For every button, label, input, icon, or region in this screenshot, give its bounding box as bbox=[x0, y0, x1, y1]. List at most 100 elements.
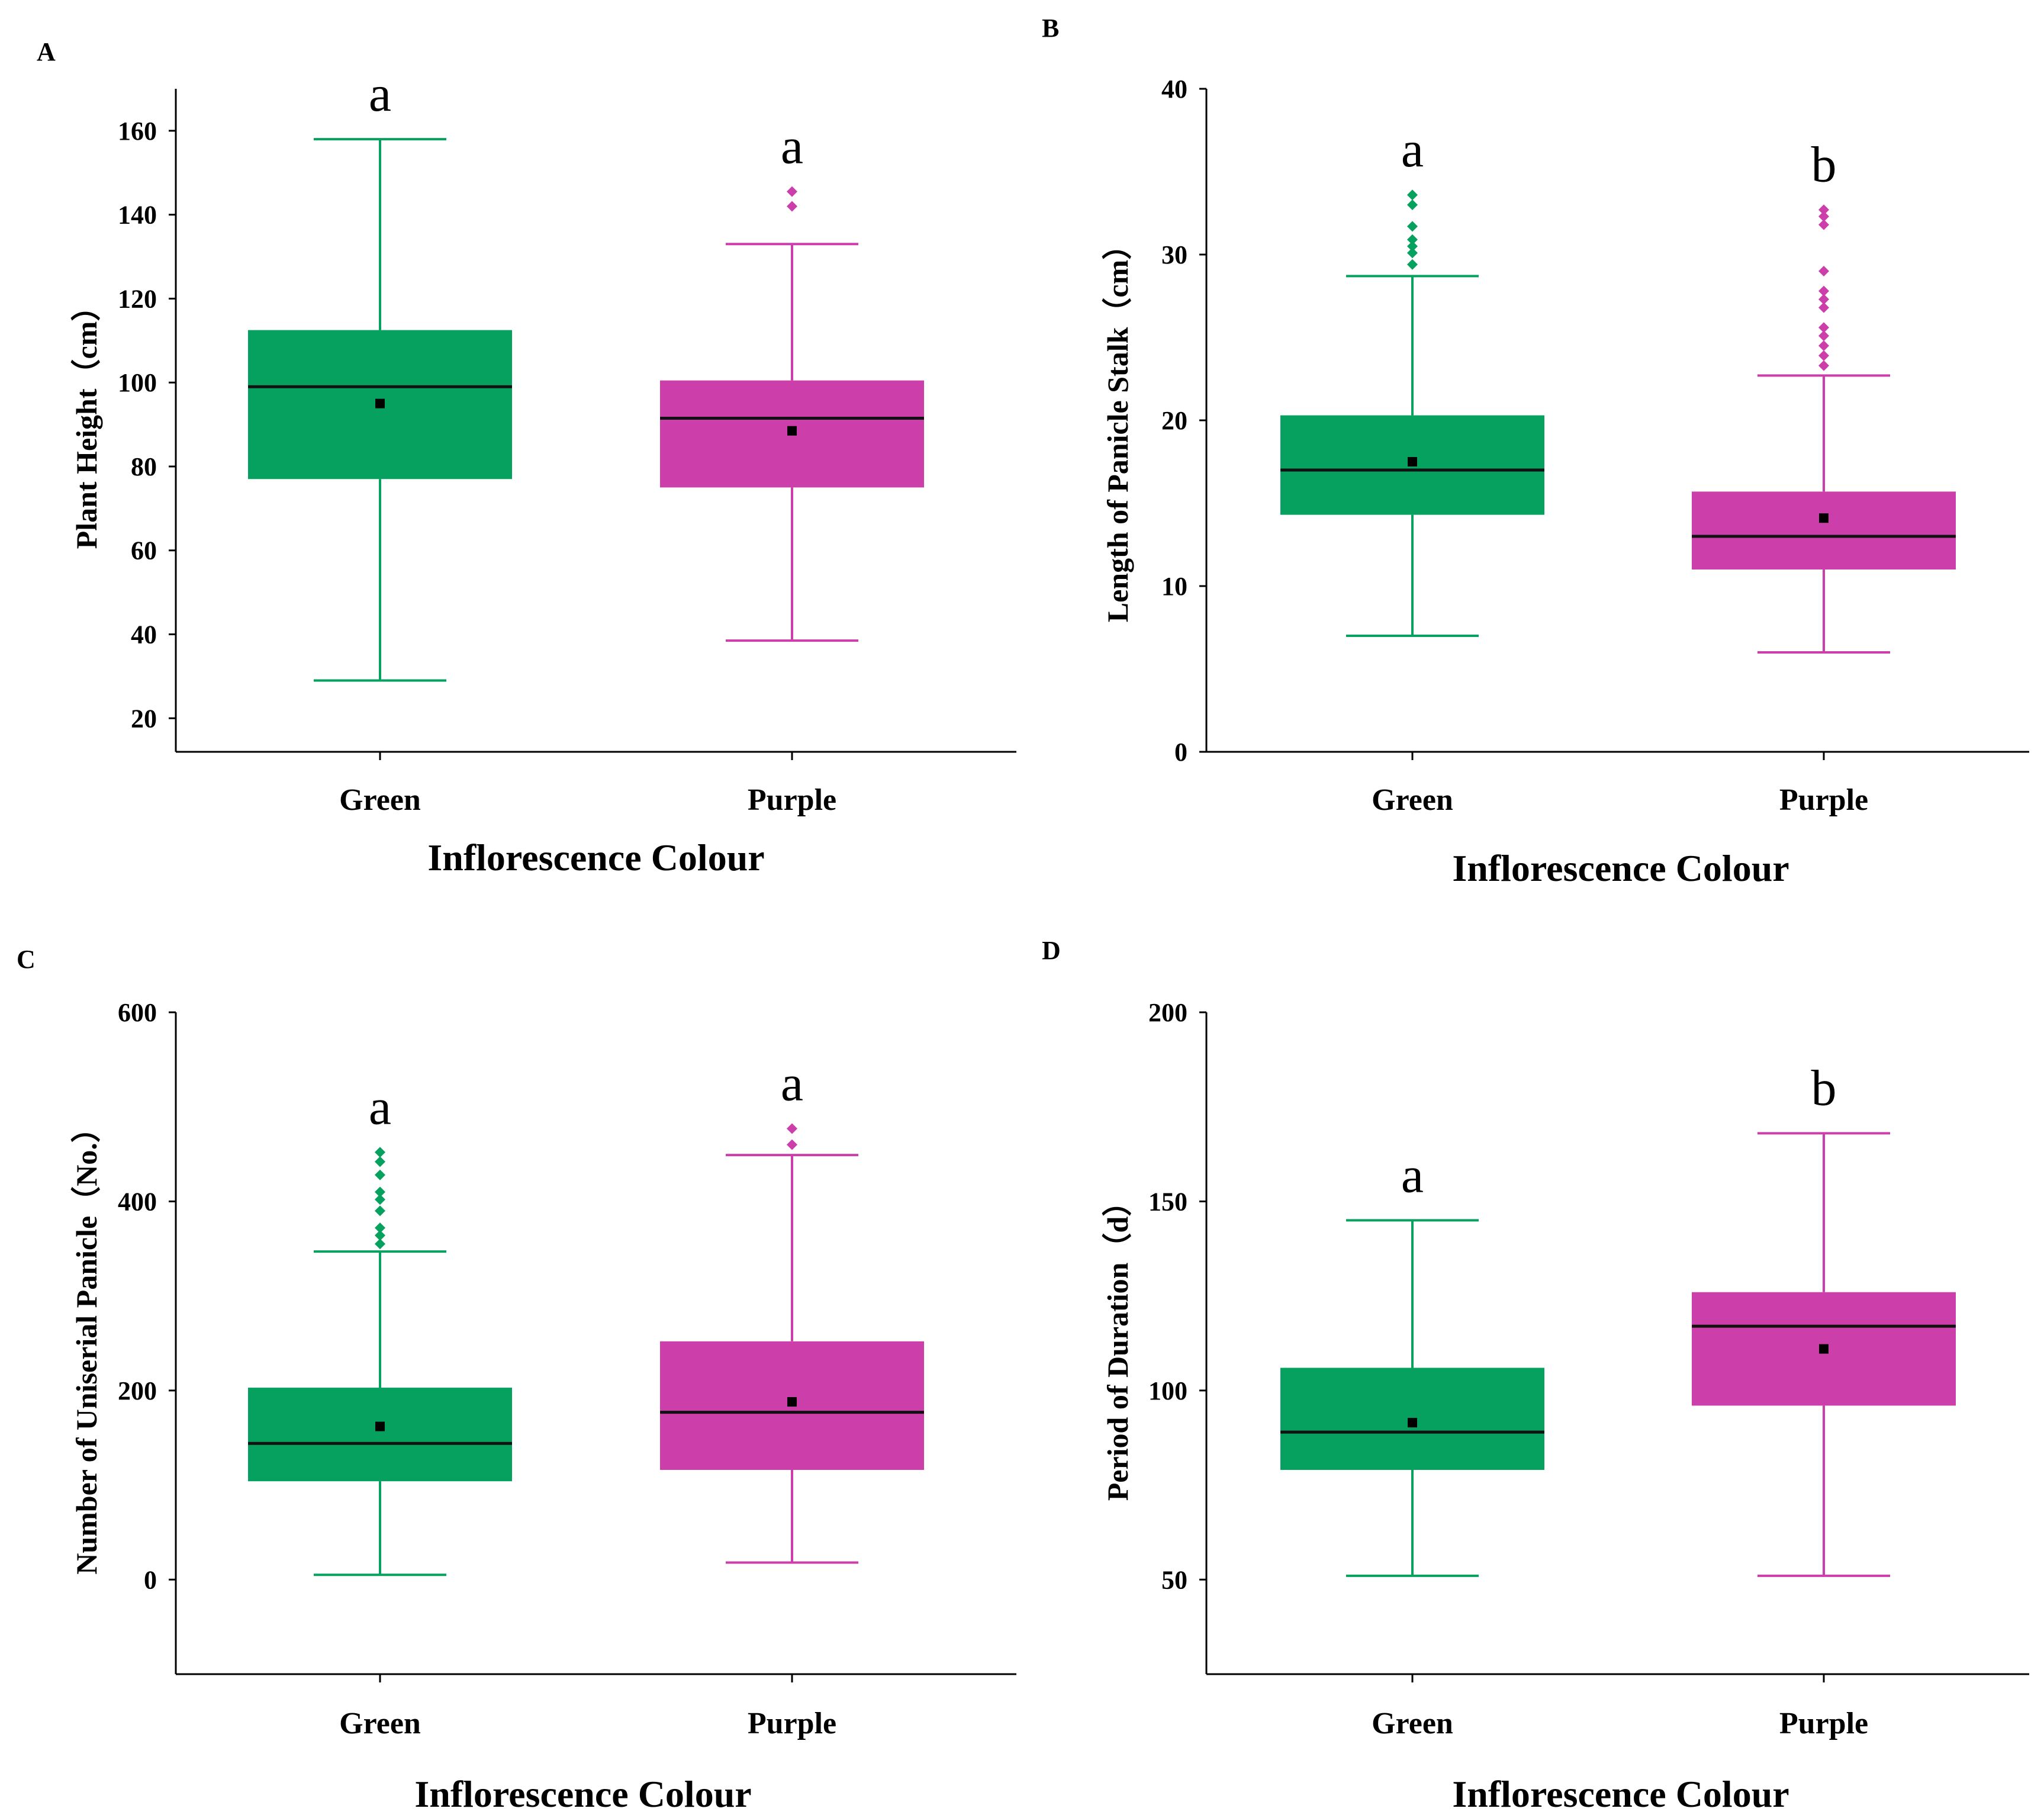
panel-c-green-mean-marker bbox=[375, 1421, 385, 1431]
panel-d: D 50 100 150 200 Green a Purple b Inflorescence… bbox=[1042, 936, 2029, 1815]
panel-a-y-tick-label: 60 bbox=[131, 536, 157, 565]
panel-c-marks: 0 200 400 600 Green a Purple a bbox=[118, 998, 924, 1740]
panel-a-y-tick-label: 160 bbox=[118, 117, 157, 146]
panel-b-purple-outlier bbox=[1818, 204, 1829, 215]
panel-c-green-outlier bbox=[375, 1147, 385, 1158]
panel-b-green-mean-marker bbox=[1408, 457, 1417, 466]
panel-d-x-title: Inflorescence Colour bbox=[1452, 1773, 1789, 1815]
panel-c-x-tick-label-green: Green bbox=[339, 1707, 421, 1740]
panel-b-y-tick-label: 10 bbox=[1161, 572, 1187, 601]
panel-b-purple-significance-letter: b bbox=[1811, 136, 1837, 192]
panel-c-green-outlier bbox=[375, 1222, 385, 1234]
panel-c-x-tick-label-purple: Purple bbox=[748, 1707, 836, 1740]
panel-b-green-outlier bbox=[1407, 221, 1418, 232]
panel-b-purple-outlier bbox=[1818, 322, 1829, 333]
panel-c-y-tick-label: 0 bbox=[144, 1565, 157, 1594]
panel-c-y-tick-label: 600 bbox=[118, 998, 157, 1027]
panel-a-x-tick-label-purple: Purple bbox=[748, 783, 836, 817]
panel-a-y-title: Plant Height（cm） bbox=[70, 292, 103, 549]
panel-c-purple-significance-letter: a bbox=[781, 1054, 803, 1111]
panel-c-y-tick-label: 400 bbox=[118, 1187, 157, 1216]
panel-a-purple-outlier bbox=[787, 201, 797, 212]
panel-b-green-outlier bbox=[1407, 200, 1418, 210]
panel-b-marks: 0 10 20 30 40 Green a Purple b bbox=[1161, 75, 1956, 817]
panel-d-y-tick-label: 50 bbox=[1161, 1565, 1187, 1594]
panel-d-y-tick-label: 200 bbox=[1148, 998, 1187, 1027]
panel-c-green-outlier bbox=[375, 1186, 385, 1198]
panel-c-y-title: Number of Uniserial Panicle（No.） bbox=[70, 1113, 103, 1575]
panel-c-green-box bbox=[248, 1388, 512, 1482]
panel-a-y-tick-label: 20 bbox=[131, 704, 157, 733]
panel-d-purple-significance-letter: b bbox=[1811, 1059, 1837, 1116]
panel-b-green-outlier bbox=[1407, 234, 1418, 245]
panel-a-y-tick-label: 120 bbox=[118, 284, 157, 313]
panel-d-marks: 50 100 150 200 Green a Purple b bbox=[1148, 998, 1956, 1740]
panel-b-green-outlier bbox=[1407, 259, 1418, 270]
panel-c-green-outlier bbox=[375, 1169, 385, 1180]
panel-d-green-significance-letter: a bbox=[1401, 1146, 1424, 1203]
panel-b-y-title: Length of Panicle Stalk（cm） bbox=[1101, 230, 1134, 622]
panel-b-purple-outlier bbox=[1818, 330, 1829, 342]
panel-b-purple-outlier bbox=[1818, 350, 1829, 361]
panel-a-y-tick-label: 100 bbox=[118, 368, 157, 397]
panel-c-y-tick-label: 200 bbox=[118, 1376, 157, 1405]
panel-c-label: C bbox=[17, 945, 36, 974]
panel-d-green-mean-marker bbox=[1408, 1418, 1417, 1428]
panel-a-y-tick-label: 80 bbox=[131, 452, 157, 481]
panel-c-green-outlier bbox=[375, 1205, 385, 1217]
panel-b-purple-outlier bbox=[1818, 302, 1829, 313]
panel-c-x-title: Inflorescence Colour bbox=[414, 1773, 751, 1815]
panel-c-purple-outlier bbox=[787, 1139, 797, 1150]
panel-b-purple-outlier bbox=[1818, 266, 1829, 276]
panel-d-x-tick-label-green: Green bbox=[1372, 1707, 1453, 1740]
panel-c-purple-outlier bbox=[787, 1123, 797, 1134]
panel-a-green-significance-letter: a bbox=[369, 65, 391, 122]
panel-a-green-mean-marker bbox=[375, 398, 385, 408]
panel-a-y-tick-label: 140 bbox=[118, 201, 157, 230]
panel-a-purple-mean-marker bbox=[787, 426, 797, 436]
panel-a-purple-significance-letter: a bbox=[781, 118, 803, 175]
panel-d-y-tick-label: 100 bbox=[1148, 1376, 1187, 1405]
panel-c-green-outlier bbox=[375, 1194, 385, 1205]
panel-b-purple-outlier bbox=[1818, 219, 1829, 230]
panel-b-green-outlier bbox=[1407, 241, 1418, 252]
panel-b-y-tick-label: 40 bbox=[1161, 75, 1187, 104]
panel-d-y-title: Period of Duration（d） bbox=[1101, 1187, 1134, 1501]
panel-a-label: A bbox=[37, 37, 56, 66]
panel-b-green-significance-letter: a bbox=[1401, 121, 1424, 178]
panel-d-purple-mean-marker bbox=[1819, 1344, 1829, 1354]
panel-b-purple-box bbox=[1692, 491, 1956, 569]
panel-a: A 20 40 60 80 100 120 140 160 Green a Purple a Infl… bbox=[37, 37, 1016, 879]
panel-a-x-tick-label-green: Green bbox=[339, 783, 421, 817]
panel-b-purple-outlier bbox=[1818, 340, 1829, 351]
panel-c-green-significance-letter: a bbox=[369, 1078, 391, 1135]
panel-b-y-tick-label: 30 bbox=[1161, 240, 1187, 269]
panel-a-y-tick-label: 40 bbox=[131, 620, 157, 649]
panel-b-x-title: Inflorescence Colour bbox=[1452, 847, 1789, 889]
panel-d-label: D bbox=[1042, 936, 1061, 965]
panel-b-label: B bbox=[1042, 14, 1059, 43]
panel-b-x-tick-label-green: Green bbox=[1372, 783, 1453, 817]
panel-c-purple-mean-marker bbox=[787, 1397, 797, 1407]
panel-d-x-tick-label-purple: Purple bbox=[1779, 1707, 1868, 1740]
panel-c-green-outlier bbox=[375, 1156, 385, 1167]
panel-c-green-outlier bbox=[375, 1238, 385, 1250]
panel-b-purple-outlier bbox=[1818, 360, 1829, 371]
panel-c: C 0 200 400 600 Green a Purple a Inflorescence … bbox=[17, 945, 1016, 1815]
panel-b-purple-mean-marker bbox=[1819, 513, 1829, 523]
panel-b: B 0 10 20 30 40 Green a Purple b Inflorescence C… bbox=[1042, 14, 2029, 889]
panel-b-purple-outlier bbox=[1818, 285, 1829, 297]
panel-a-purple-outlier bbox=[787, 186, 797, 197]
panel-d-y-tick-label: 150 bbox=[1148, 1187, 1187, 1216]
panel-b-y-tick-label: 0 bbox=[1174, 738, 1187, 767]
panel-b-x-tick-label-purple: Purple bbox=[1779, 783, 1868, 817]
panel-a-x-title: Inflorescence Colour bbox=[427, 836, 764, 879]
panel-c-green-outlier bbox=[375, 1230, 385, 1241]
panel-b-green-outlier bbox=[1407, 189, 1418, 201]
panel-b-purple-outlier bbox=[1818, 294, 1829, 305]
panel-b-y-tick-label: 20 bbox=[1161, 406, 1187, 435]
panel-a-marks: 20 40 60 80 100 120 140 160 Green a Purple a bbox=[118, 65, 924, 817]
panel-b-purple-outlier bbox=[1818, 211, 1829, 222]
